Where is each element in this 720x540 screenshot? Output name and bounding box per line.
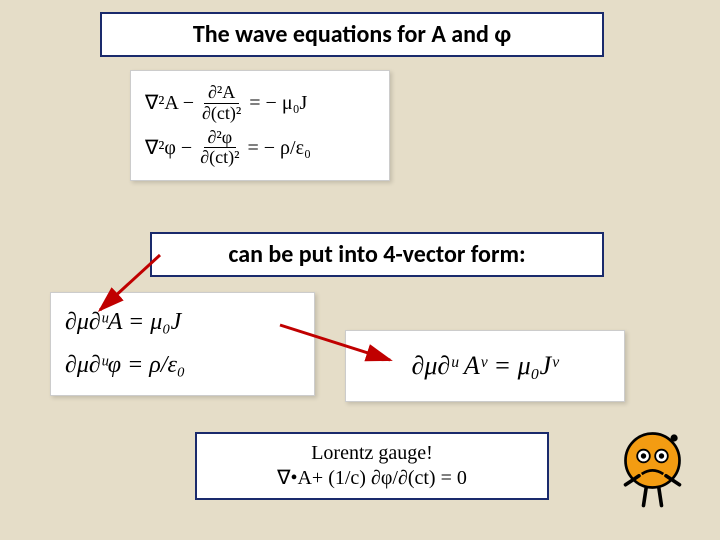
- title-box: The wave equations for A and φ: [100, 12, 604, 57]
- eq-phi-frac: ∂²φ ∂(ct)²: [196, 128, 243, 169]
- eq-A-left: ∇²A −: [145, 92, 194, 114]
- eq-A: ∇²A − ∂²A ∂(ct)² = − μ₀J: [145, 83, 375, 124]
- gauge-line2: ∇•A+ (1/c) ∂φ/∂(ct) = 0: [207, 465, 537, 490]
- eq-A-num: ∂²A: [204, 83, 239, 104]
- eq-4v-combined: ∂μ∂ᵘ Aᵛ = μ₀Jᵛ: [412, 351, 559, 380]
- eq-phi-left: ∇²φ −: [145, 137, 192, 159]
- wave-equations-box: ∇²A − ∂²A ∂(ct)² = − μ₀J ∇²φ − ∂²φ ∂(ct)…: [130, 70, 390, 181]
- eq-phi-num: ∂²φ: [204, 128, 237, 149]
- four-vector-left-box: ∂μ∂ᵘA = μ₀J ∂μ∂ᵘφ = ρ/ε₀: [50, 292, 315, 396]
- subtitle-box: can be put into 4-vector form:: [150, 232, 604, 277]
- eq-A-right: = − μ₀J: [249, 92, 307, 114]
- eq-A-frac: ∂²A ∂(ct)²: [198, 83, 245, 124]
- title-text: The wave equations for A and φ: [193, 20, 511, 49]
- cartoon-face-icon: [615, 420, 690, 510]
- eq-4v-A: ∂μ∂ᵘA = μ₀J: [65, 301, 300, 344]
- eq-A-den: ∂(ct)²: [198, 104, 245, 124]
- eq-phi-den: ∂(ct)²: [196, 148, 243, 168]
- eq-4v-phi: ∂μ∂ᵘφ = ρ/ε₀: [65, 344, 300, 387]
- eq-phi: ∇²φ − ∂²φ ∂(ct)² = − ρ/ε₀: [145, 128, 375, 169]
- four-vector-right-box: ∂μ∂ᵘ Aᵛ = μ₀Jᵛ: [345, 330, 625, 402]
- subtitle-text: can be put into 4-vector form:: [228, 240, 525, 269]
- gauge-line1: Lorentz gauge!: [207, 442, 537, 465]
- eq-phi-right: = − ρ/ε₀: [247, 137, 310, 159]
- lorentz-gauge-box: Lorentz gauge! ∇•A+ (1/c) ∂φ/∂(ct) = 0: [195, 432, 549, 500]
